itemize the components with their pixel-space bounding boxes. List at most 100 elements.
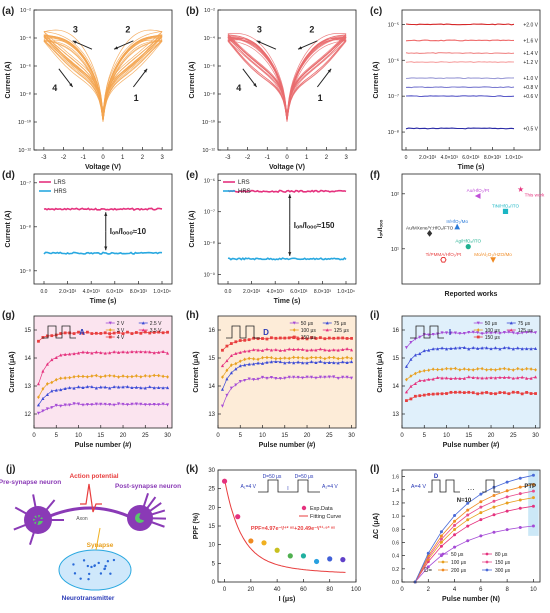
panel-letter: (f) xyxy=(370,170,380,181)
pulse-point xyxy=(305,348,309,352)
pulse-point xyxy=(529,376,533,380)
x-tick-label: -3 xyxy=(225,155,231,161)
pulse-point xyxy=(511,331,515,335)
panel-f: (f) This work Au/HfO₂/Pt TiN/HfO₂/ITO Ir/HfO… xyxy=(370,170,545,298)
pulse-point xyxy=(507,346,511,350)
neurotransmitter-dot xyxy=(72,563,75,566)
ptp-point xyxy=(479,511,483,515)
pulse-point xyxy=(467,347,471,351)
pulse-point xyxy=(36,403,40,407)
panel-letter: (k) xyxy=(186,464,198,475)
iv-curve xyxy=(43,31,163,112)
pulse-point xyxy=(220,387,224,391)
x-tick-label: 1.0×10⁴ xyxy=(337,289,355,295)
y-tick-label: 1.0 xyxy=(392,514,399,520)
pulse-point xyxy=(41,409,45,413)
x-tick-label: 10 xyxy=(259,433,266,439)
ptp-point xyxy=(518,485,522,489)
pulse-point xyxy=(152,403,156,407)
pulse-point xyxy=(516,346,520,350)
ptp-inset-waveform xyxy=(428,479,460,493)
pulse-point xyxy=(440,331,444,335)
pulse-point xyxy=(108,403,112,407)
pulse-point xyxy=(516,332,520,336)
synapse-label: Synapse xyxy=(87,542,114,549)
iv-curve xyxy=(227,36,347,118)
y-tick-label: 0.2 xyxy=(392,567,399,573)
pulse-point xyxy=(256,348,260,352)
x-tick-label: 0 xyxy=(400,587,404,593)
legend-label: 3.5 V xyxy=(150,328,162,334)
pulse-point xyxy=(157,330,161,334)
ptp-point xyxy=(518,492,522,496)
y-tick-label: 10⁻⁸ xyxy=(204,91,215,98)
pulse-point xyxy=(467,375,471,379)
pulse-point xyxy=(462,376,466,380)
iv-curve xyxy=(227,39,347,122)
x-tick-label: 20 xyxy=(488,433,495,439)
iv-curve xyxy=(43,29,163,113)
y-tick-label: 14 xyxy=(24,356,31,362)
pulse-point xyxy=(229,386,233,390)
iv-curve xyxy=(43,35,163,117)
pulse-point xyxy=(336,336,340,340)
benchmark-point xyxy=(440,257,447,263)
plot-frame xyxy=(33,173,173,285)
pulse-point xyxy=(225,393,229,397)
panel-letter: (h) xyxy=(186,310,199,321)
y-tick-label: 0.6 xyxy=(392,540,399,546)
pulse-point xyxy=(350,360,354,364)
x-tick-label: 6 xyxy=(479,587,483,593)
pulse-point xyxy=(134,350,138,354)
benchmark-label: Ti/PMMA/HfO₂/Pt xyxy=(426,252,462,257)
on-off-ratio-label: Iₒₙ/Iₒₒₒ≈10 xyxy=(110,227,147,236)
ptp-point xyxy=(531,496,535,500)
x-tick-label: 0 xyxy=(400,433,404,439)
pulse-point xyxy=(247,338,251,342)
pulse-point xyxy=(139,331,143,335)
ptp-point xyxy=(492,505,496,509)
pulse-point xyxy=(41,369,45,373)
ptp-point xyxy=(466,501,470,505)
retention-line xyxy=(405,61,515,63)
pulse-point xyxy=(157,350,161,354)
legend-marker xyxy=(325,328,329,332)
pulse-point xyxy=(112,385,116,389)
iv-curve xyxy=(227,37,347,119)
pulse-point xyxy=(112,350,116,354)
pulse-point xyxy=(157,403,161,407)
pulse-point xyxy=(318,375,322,379)
ppf-point xyxy=(327,556,333,562)
pulse-point xyxy=(36,411,40,415)
pulse-point xyxy=(161,386,165,390)
pulse-point xyxy=(480,391,484,395)
pulse-point xyxy=(54,355,58,359)
ptp-point xyxy=(453,527,457,531)
panel-a: (a) -3 -2 -1 0 1 2 3 10⁻¹² 10⁻¹⁰ 10⁻⁸ 10⁻⁶ 10⁻⁴ 10⁻² V… xyxy=(2,6,173,171)
arrow-label-3: 3 xyxy=(73,24,78,34)
x-axis-label: Pulse number (#) xyxy=(259,442,316,449)
arrow-4 xyxy=(58,68,74,88)
retention-line xyxy=(405,23,515,26)
x-axis-label: Time (s) xyxy=(274,298,301,305)
ptp-point xyxy=(453,513,457,517)
arrow-3-head xyxy=(72,40,77,44)
pulse-point xyxy=(318,347,322,351)
pulse-point xyxy=(112,331,116,335)
pulse-point xyxy=(130,385,134,390)
y-tick-label: 15 xyxy=(24,328,31,334)
x-tick-label: 2.0×10³ xyxy=(59,289,76,295)
pulse-point xyxy=(283,348,287,352)
pulse-point xyxy=(476,367,480,371)
y-tick-label: 10⁻⁸ xyxy=(204,240,215,247)
y-tick-label: 15 xyxy=(208,524,215,530)
iv-curve xyxy=(227,37,347,118)
x-axis-label: Pulse number (#) xyxy=(443,442,500,449)
pulse-point xyxy=(301,376,305,380)
pulse-point xyxy=(445,392,448,395)
panel-letter: (c) xyxy=(370,6,382,17)
y-axis-label: Current (A) xyxy=(5,211,12,248)
panel-c: (c) +2.0 V +1.6 V +1.4 V +1.2 V +1.0 V +0.8 V +… xyxy=(370,6,541,171)
pulse-point xyxy=(292,355,296,360)
panel-l: (l) 0 2 4 6 8 10 0.0 0.2 0.4 0.6 0.8 1.0 1.2 1.4 1.6 Pul… xyxy=(370,464,541,603)
